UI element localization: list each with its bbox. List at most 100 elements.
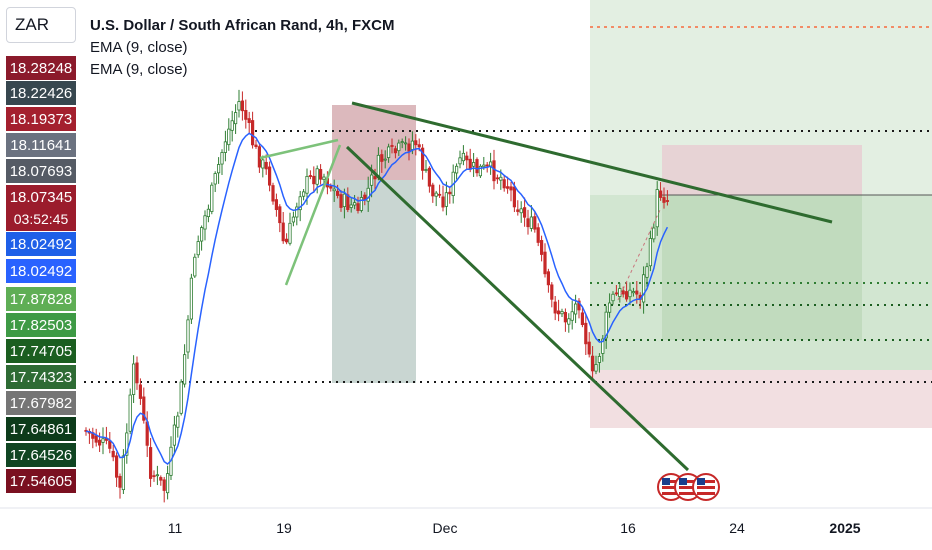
candle-body xyxy=(135,362,139,384)
ema-line xyxy=(85,132,669,465)
x-tick-label: 11 xyxy=(167,520,183,536)
candle-body xyxy=(577,300,581,311)
candle-body xyxy=(420,147,425,171)
economic-events[interactable] xyxy=(657,473,720,501)
candle-body xyxy=(431,184,435,197)
candle-body xyxy=(349,204,353,208)
candle-body xyxy=(121,455,125,491)
symbol-search-box[interactable]: ZAR xyxy=(6,7,76,43)
price-tag: 17.67982 xyxy=(6,391,76,415)
candle-body xyxy=(611,293,615,302)
candle-body xyxy=(601,338,605,354)
us-flag-icon[interactable] xyxy=(692,473,720,501)
lower-trendline[interactable] xyxy=(345,145,690,472)
upper-trendline[interactable] xyxy=(351,101,833,224)
candle-body xyxy=(478,165,483,177)
flag-line-2[interactable] xyxy=(259,138,339,160)
candle-body xyxy=(407,143,411,152)
candle-body xyxy=(288,222,292,244)
candle-body xyxy=(155,474,159,477)
candle-body xyxy=(148,447,153,479)
candle-body xyxy=(196,241,200,256)
candle-body xyxy=(131,363,136,395)
candle-body xyxy=(98,439,102,446)
candle-body xyxy=(220,152,224,165)
candle-body xyxy=(332,188,336,192)
candle-body xyxy=(233,112,238,125)
candle-body xyxy=(434,192,438,197)
price-tag: 18.11641 xyxy=(6,133,76,157)
projection-line xyxy=(617,209,661,301)
candle-body xyxy=(305,176,309,194)
candle-body xyxy=(536,227,540,243)
candle-body xyxy=(213,173,217,185)
candle-body xyxy=(240,100,244,112)
target-box xyxy=(332,180,416,383)
candle-body xyxy=(227,128,231,146)
candle-body xyxy=(383,158,387,161)
candle-body xyxy=(499,176,503,181)
candle-body xyxy=(216,164,221,174)
x-tick-label: 2025 xyxy=(829,520,861,536)
candle-body xyxy=(468,158,472,170)
candle-body xyxy=(495,177,500,180)
candle-body xyxy=(312,175,316,185)
candle-body xyxy=(284,238,289,243)
candle-body xyxy=(162,479,166,491)
candle-body xyxy=(291,216,296,223)
candle-body xyxy=(543,251,547,275)
candle-body xyxy=(618,288,622,297)
candle-body xyxy=(366,187,370,202)
candle-body xyxy=(529,216,534,229)
candle-body xyxy=(390,145,394,147)
candle-body xyxy=(652,227,656,240)
candle-body xyxy=(465,155,469,161)
candle-body xyxy=(152,475,156,478)
candle-body xyxy=(454,165,459,174)
candlestick-series xyxy=(84,89,670,503)
candle-body xyxy=(625,291,629,300)
candle-body xyxy=(557,310,561,315)
candle-body xyxy=(230,120,234,131)
price-tag: 18.28248 xyxy=(6,56,76,80)
candle-body xyxy=(352,202,357,206)
candle-body xyxy=(655,189,659,228)
legend-indicator[interactable]: EMA (9, close) xyxy=(90,39,188,56)
price-tag: 18.07345 xyxy=(6,185,76,209)
candle-body xyxy=(295,206,299,218)
candle-body xyxy=(505,186,510,189)
target-zone-2 xyxy=(662,195,862,340)
price-tag: 18.02492 xyxy=(6,259,76,283)
candle-body xyxy=(165,473,170,494)
candle-body xyxy=(369,174,374,186)
candle-body xyxy=(516,209,520,212)
candle-body xyxy=(359,197,364,211)
candle-body xyxy=(427,167,432,187)
candle-body xyxy=(567,318,571,325)
candle-body xyxy=(509,186,513,191)
candle-body xyxy=(580,312,585,325)
candle-body xyxy=(614,292,619,295)
legend-indicator[interactable]: EMA (9, close) xyxy=(90,61,188,78)
price-tag: 17.82503 xyxy=(6,313,76,337)
chart-legend: U.S. Dollar / South African Rand, 4h, FX… xyxy=(90,15,394,81)
candle-body xyxy=(267,166,272,186)
flag-line-1[interactable] xyxy=(284,144,342,286)
candle-body xyxy=(281,222,285,242)
candle-body xyxy=(261,159,265,169)
symbol-label: ZAR xyxy=(15,15,49,34)
candle-body xyxy=(540,240,544,255)
candle-body xyxy=(315,168,319,185)
x-tick-label: Dec xyxy=(432,520,458,536)
candle-body xyxy=(594,364,598,372)
candle-body xyxy=(159,477,163,481)
candle-body xyxy=(441,196,445,208)
candle-body xyxy=(659,190,663,198)
candle-body xyxy=(206,208,210,218)
legend-title[interactable]: U.S. Dollar / South African Rand, 4h, FX… xyxy=(90,17,395,34)
candle-body xyxy=(101,438,105,443)
candle-body xyxy=(271,185,275,202)
candle-body xyxy=(210,184,214,212)
candle-body xyxy=(550,284,554,300)
